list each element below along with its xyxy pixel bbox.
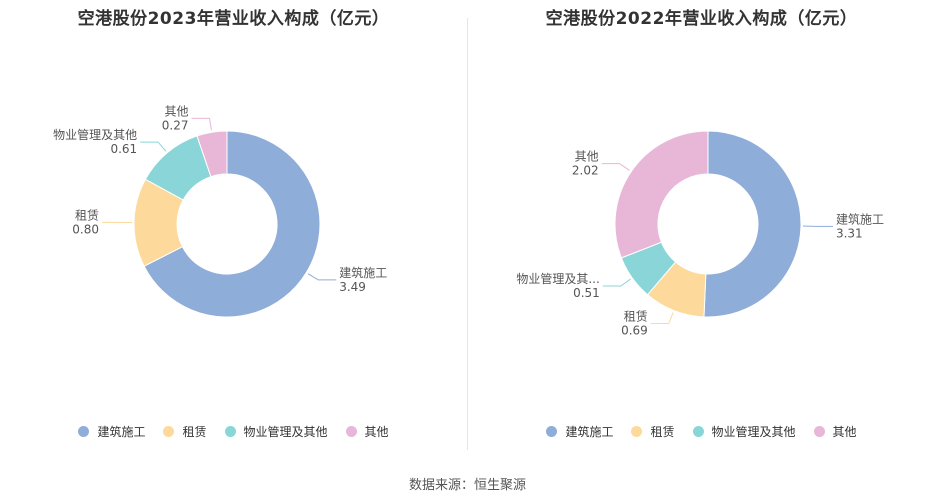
slice-label-leasing: 租赁 (624, 310, 648, 324)
data-source-note: 数据来源：恒生聚源 (408, 478, 526, 493)
legend-item-property-mgmt[interactable]: 物业管理及其他 (224, 423, 328, 440)
legend-2022: 建筑施工 租赁 物业管理及其他 其他 (468, 423, 935, 440)
slice-label-construction: 建筑施工 (339, 265, 387, 280)
slice-value-property-mgmt: 0.61 (110, 142, 137, 156)
chart-panel-2023: 空港股份2023年营业收入构成（亿元） 建筑施工 3.49 租赁 0.80 物业管理及其… (0, 0, 467, 460)
slice-label-other: 其他 (575, 150, 599, 164)
slice-label-leasing: 租赁 (75, 208, 99, 222)
slice-value-other: 0.27 (162, 118, 189, 132)
slice-value-other: 2.02 (572, 164, 599, 178)
legend-item-other[interactable]: 其他 (345, 423, 389, 440)
legend-marker-icon (345, 426, 357, 437)
slice-construction[interactable] (143, 130, 321, 318)
panel-divider (467, 18, 468, 450)
legend-marker-icon (163, 426, 175, 437)
legend-label: 租赁 (182, 425, 207, 439)
slice-other[interactable] (614, 130, 709, 259)
slice-value-construction: 3.49 (339, 280, 366, 294)
chart-title-2022: 空港股份2022年营业收入构成（亿元） (545, 9, 858, 29)
legend-marker-icon (631, 426, 643, 437)
legend-label: 建筑施工 (97, 425, 146, 439)
leader-line-other (601, 163, 630, 171)
slice-label-property-mgmt: 物业管理及其... (516, 271, 599, 286)
legend-label: 租赁 (650, 425, 675, 439)
slice-label-other: 其他 (165, 104, 189, 118)
legend-marker-icon (546, 426, 558, 437)
slice-other[interactable] (196, 130, 228, 178)
slice-label-construction: 建筑施工 (836, 211, 884, 226)
legend-item-property-mgmt[interactable]: 物业管理及其他 (692, 423, 796, 440)
legend-label: 物业管理及其他 (243, 425, 328, 439)
leader-line-other (191, 117, 212, 131)
slice-value-leasing: 0.80 (72, 222, 99, 236)
leader-line-construction (307, 273, 337, 281)
legend-2023: 建筑施工 租赁 物业管理及其他 其他 (0, 423, 467, 440)
legend-item-construction[interactable]: 建筑施工 (546, 423, 613, 440)
legend-item-construction[interactable]: 建筑施工 (78, 423, 145, 440)
legend-label: 其他 (832, 425, 857, 439)
chart-title-2023: 空港股份2023年营业收入构成（亿元） (77, 9, 390, 29)
slice-value-leasing: 0.69 (621, 324, 648, 338)
legend-label: 物业管理及其他 (711, 425, 796, 439)
slice-value-construction: 3.31 (836, 226, 863, 240)
legend-marker-icon (224, 426, 236, 437)
leader-line-property-mgmt (602, 278, 631, 287)
slice-construction[interactable] (703, 130, 802, 318)
leader-line-property-mgmt (140, 141, 167, 152)
legend-marker-icon (692, 426, 704, 437)
chart-panel-2022: 空港股份2022年营业收入构成（亿元） 建筑施工 3.31 租赁 0.69 物业管理及其… (468, 0, 935, 460)
legend-label: 建筑施工 (565, 425, 614, 439)
legend-label: 其他 (364, 425, 389, 439)
legend-marker-icon (78, 426, 90, 437)
legend-item-leasing[interactable]: 租赁 (163, 423, 207, 440)
legend-marker-icon (813, 426, 825, 437)
legend-item-leasing[interactable]: 租赁 (631, 423, 675, 440)
slice-value-property-mgmt: 0.51 (573, 286, 600, 300)
slice-label-property-mgmt: 物业管理及其他 (53, 127, 137, 142)
legend-item-other[interactable]: 其他 (813, 423, 857, 440)
leader-line-leasing (650, 312, 674, 325)
